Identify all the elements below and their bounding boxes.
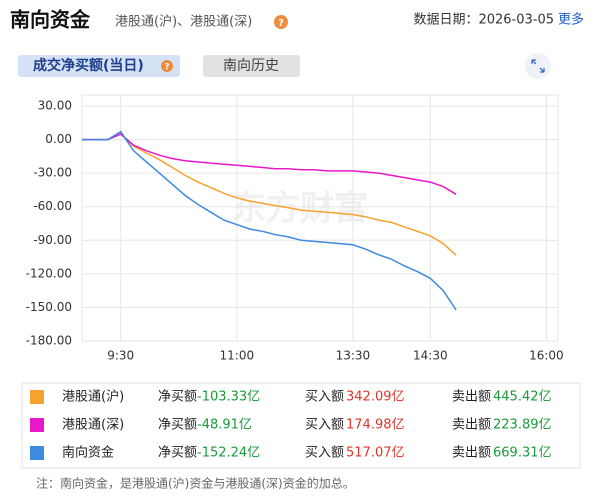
net-value: -152.24亿: [197, 446, 260, 461]
y-tick-label: 0.00: [45, 132, 72, 146]
sell-value: 445.42亿: [493, 390, 552, 405]
net-value: -103.33亿: [197, 390, 260, 405]
help-icon[interactable]: [161, 60, 173, 72]
x-tick-label: 9:30: [107, 349, 134, 363]
y-tick-label: -180.00: [26, 334, 72, 348]
x-tick-label: 14:30: [413, 349, 448, 363]
y-tick-label: -30.00: [33, 166, 72, 180]
legend-label: 港股通(沪): [62, 389, 124, 405]
sell-label: 卖出额: [452, 446, 491, 461]
help-icon[interactable]: [274, 15, 288, 29]
y-tick-label: -60.00: [33, 199, 72, 213]
net-value: -48.91亿: [197, 418, 252, 433]
tab[interactable]: [203, 55, 300, 77]
legend-label: 南向资金: [62, 445, 114, 461]
legend-swatch: [30, 418, 44, 432]
expand-icon: [531, 59, 545, 73]
subtitle: 港股通(沪)、港股通(深): [115, 14, 252, 30]
tab-label: 成交净买额(当日): [33, 57, 144, 74]
x-tick-label: 11:00: [220, 349, 255, 363]
buy-value: 517.07亿: [346, 446, 405, 461]
note: 注：南向资金，是港股通(沪)资金与港股通(深)资金的加总。: [36, 476, 355, 491]
legend-label: 港股通(深): [62, 418, 124, 433]
buy-label: 买入额: [305, 418, 344, 433]
expand-button[interactable]: [525, 53, 551, 79]
summary-box: [21, 382, 581, 469]
summary-table: 港股通(沪) 净买额 -103.33亿 买入额 342.09亿 卖出额 445.42亿港股通…: [30, 389, 552, 461]
y-tick-label: -150.00: [26, 300, 72, 314]
date: 数据日期：2026-03-05: [413, 13, 554, 28]
chart: 东方财富 30.00 0.00 -30.00 -60.00 -90.00 -120.00 -1…: [26, 94, 564, 363]
sell-label: 卖出额: [452, 390, 491, 405]
buy-value: 342.09亿: [346, 390, 405, 405]
legend-swatch: [30, 390, 44, 404]
more-link[interactable]: 更多: [558, 12, 584, 28]
title: 南向资金: [10, 8, 91, 32]
watermark: 东方财富: [232, 189, 368, 229]
tab-active[interactable]: [18, 55, 180, 77]
buy-label: 买入额: [305, 446, 344, 461]
sell-value: 669.31亿: [493, 446, 552, 461]
net-label: 净买额: [158, 390, 197, 405]
sell-value: 223.89亿: [493, 418, 552, 433]
x-tick-label: 13:30: [336, 349, 371, 363]
y-tick-label: 30.00: [38, 99, 72, 113]
legend-swatch: [30, 446, 44, 460]
net-label: 净买额: [158, 446, 197, 461]
buy-value: 174.98亿: [346, 418, 405, 433]
series-line: [82, 133, 457, 195]
y-tick-label: -120.00: [26, 266, 72, 280]
help-mark: ?: [278, 18, 284, 29]
sell-label: 卖出额: [452, 418, 491, 433]
x-tick-label: 16:00: [529, 349, 564, 363]
buy-label: 买入额: [305, 390, 344, 405]
series-line: [82, 130, 457, 311]
tab-label: 南向历史: [223, 58, 279, 74]
series-line: [82, 133, 457, 256]
y-tick-label: -90.00: [33, 233, 72, 247]
help-mark: ?: [164, 63, 169, 73]
net-label: 净买额: [158, 418, 197, 433]
